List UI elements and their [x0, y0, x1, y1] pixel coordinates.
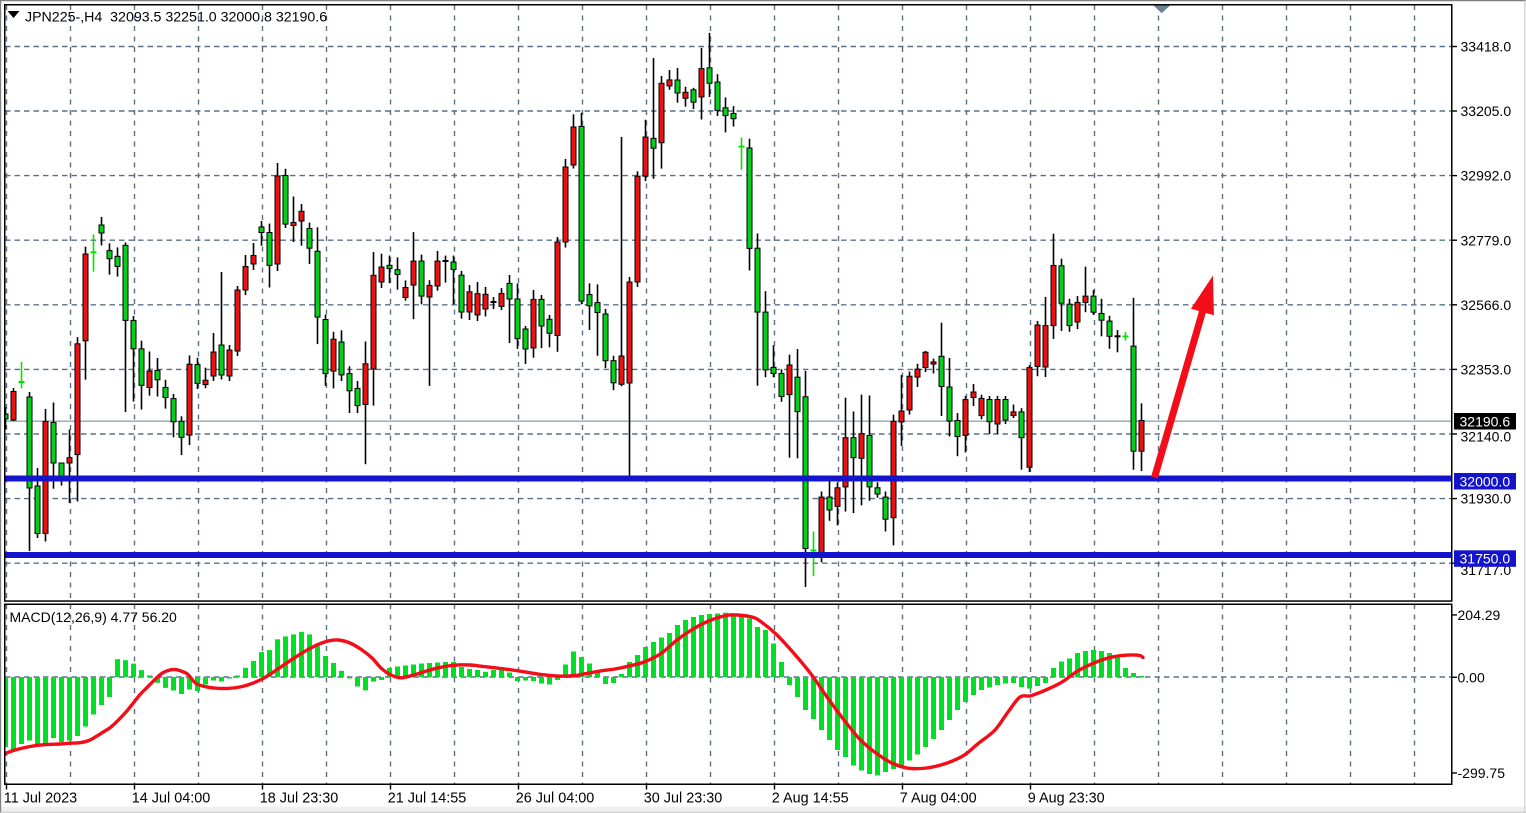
svg-text:18 Jul 23:30: 18 Jul 23:30: [260, 791, 338, 807]
svg-text:30 Jul 23:30: 30 Jul 23:30: [644, 791, 722, 807]
svg-text:7 Aug 04:00: 7 Aug 04:00: [900, 791, 977, 807]
svg-text:33418.0: 33418.0: [1461, 39, 1512, 55]
svg-text:32779.0: 32779.0: [1461, 232, 1512, 248]
svg-text:33205.0: 33205.0: [1461, 103, 1512, 119]
svg-text:9 Aug 23:30: 9 Aug 23:30: [1028, 791, 1105, 807]
svg-text:26 Jul 04:00: 26 Jul 04:00: [516, 791, 594, 807]
svg-text:JPN225-,H4 32093.5 32251.0 32: JPN225-,H4 32093.5 32251.0 32000.8 32190…: [25, 10, 327, 26]
svg-text:32140.0: 32140.0: [1461, 429, 1512, 445]
svg-text:-299.75: -299.75: [1458, 765, 1506, 781]
svg-text:0.00: 0.00: [1458, 669, 1485, 685]
svg-text:31750.0: 31750.0: [1460, 551, 1511, 567]
svg-text:32353.0: 32353.0: [1461, 362, 1512, 378]
svg-text:204.29: 204.29: [1458, 607, 1501, 623]
svg-text:32992.0: 32992.0: [1461, 168, 1512, 184]
svg-text:32000.0: 32000.0: [1460, 473, 1511, 489]
svg-text:32566.0: 32566.0: [1461, 297, 1512, 313]
svg-text:MACD(12,26,9) 4.77 56.20: MACD(12,26,9) 4.77 56.20: [10, 609, 178, 625]
svg-text:14 Jul 04:00: 14 Jul 04:00: [132, 791, 210, 807]
svg-text:21 Jul 14:55: 21 Jul 14:55: [388, 791, 466, 807]
svg-text:2 Aug 14:55: 2 Aug 14:55: [772, 791, 849, 807]
svg-text:11 Jul 2023: 11 Jul 2023: [4, 791, 77, 807]
svg-text:31930.0: 31930.0: [1461, 491, 1512, 507]
svg-text:32190.6: 32190.6: [1460, 413, 1511, 429]
